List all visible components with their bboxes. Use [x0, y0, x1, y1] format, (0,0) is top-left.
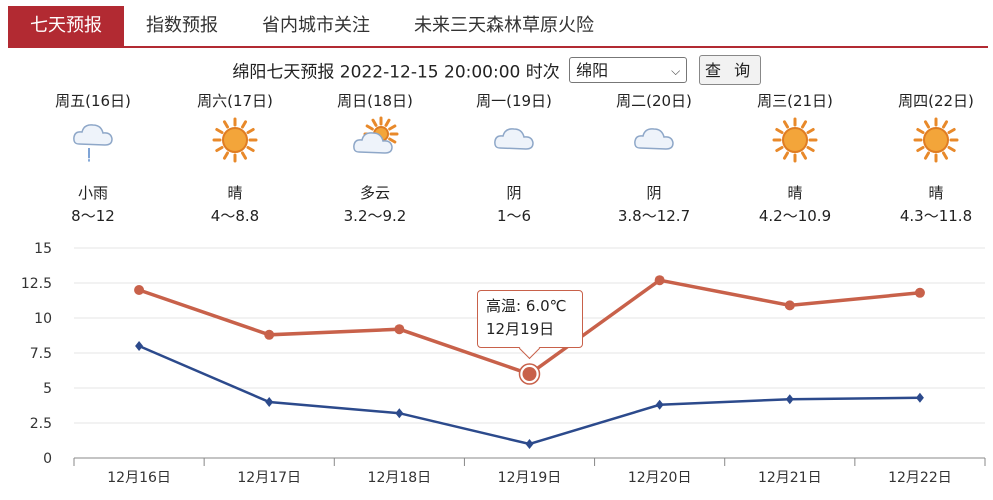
day-condition: 小雨 — [77, 184, 108, 202]
query-button[interactable]: 查 询 — [698, 55, 761, 85]
forecast-day: 周五(16日) 小雨 8～12 — [38, 90, 148, 226]
high-temp-point — [654, 275, 665, 286]
day-name: 周日(18日) — [337, 92, 413, 110]
day-name: 周三(21日) — [757, 92, 833, 110]
forecast-day: 周二(20日) 阴 3.8～12.7 — [599, 90, 709, 226]
day-condition: 晴 — [787, 184, 803, 202]
high-temp-point — [522, 367, 537, 381]
sun-icon — [180, 114, 290, 166]
day-temp-range: 4.3～11.8 — [899, 207, 973, 225]
high-temp-point — [784, 300, 795, 311]
day-name: 周一(19日) — [476, 92, 552, 110]
city-select-value: 绵阳 — [576, 61, 609, 80]
tab-bar: 七天预报 指数预报 省内城市关注 未来三天森林草原火险 — [8, 6, 988, 48]
y-tick-label: 15 — [34, 241, 52, 257]
sun-icon — [881, 114, 991, 166]
day-temp-range: 4～8.8 — [210, 207, 260, 225]
light-rain-icon — [38, 114, 148, 166]
day-temp-range: 1～6 — [496, 207, 532, 225]
x-tick-label: 12月19日 — [498, 470, 562, 486]
day-condition: 阴 — [646, 184, 662, 202]
forecast-day: 周日(18日) 多云 3.2～9.2 — [320, 90, 430, 226]
day-temp-range: 3.8～12.7 — [617, 207, 691, 225]
low-temp-line — [138, 344, 920, 446]
tab-index-forecast[interactable]: 指数预报 — [146, 15, 218, 36]
high-temp-point — [914, 287, 925, 298]
x-tick-label: 12月20日 — [628, 470, 692, 486]
forecast-day: 周三(21日) 晴 4.2～10.9 — [740, 90, 850, 226]
x-tick-label: 12月18日 — [368, 470, 432, 486]
cloud-icon — [459, 114, 569, 166]
low-temp-point — [265, 397, 274, 407]
tab-fire-risk[interactable]: 未来三天森林草原火险 — [414, 15, 594, 36]
forecast-title: 绵阳七天预报 2022-12-15 20:00:00 时次 — [232, 62, 560, 83]
y-tick-label: 0 — [43, 451, 52, 467]
x-tick-label: 12月16日 — [107, 470, 171, 486]
day-condition: 晴 — [928, 184, 944, 202]
day-temp-range: 3.2～9.2 — [343, 207, 407, 225]
tooltip-value: 高温: 6.0℃ — [486, 297, 567, 315]
forecast-day: 周六(17日) 晴 4～8.8 — [180, 90, 290, 226]
high-temp-point — [264, 329, 275, 340]
forecast-day: 周一(19日) 阴 1～6 — [459, 90, 569, 226]
y-tick-label: 2.5 — [30, 416, 52, 432]
cloud-icon — [599, 114, 709, 166]
day-name: 周二(20日) — [616, 92, 692, 110]
y-tick-label: 10 — [34, 311, 52, 327]
day-condition: 晴 — [227, 184, 243, 202]
y-tick-label: 7.5 — [30, 346, 52, 362]
y-tick-label: 12.5 — [21, 276, 52, 292]
day-name: 周六(17日) — [197, 92, 273, 110]
day-condition: 阴 — [506, 184, 522, 202]
high-temp-point — [394, 324, 405, 335]
day-condition: 多云 — [359, 184, 390, 202]
low-temp-point — [525, 439, 534, 449]
y-tick-label: 5 — [43, 381, 52, 397]
partly-cloudy-icon — [320, 114, 430, 166]
high-temp-point — [134, 285, 145, 295]
day-name: 周五(16日) — [55, 92, 131, 110]
low-temp-point — [395, 408, 404, 419]
low-temp-point — [655, 399, 664, 410]
day-temp-range: 8～12 — [71, 207, 115, 225]
city-select[interactable]: 绵阳 ⌵ — [569, 57, 688, 83]
sun-icon — [740, 114, 850, 166]
tab-province-cities[interactable]: 省内城市关注 — [262, 15, 370, 36]
forecast-day: 周四(22日) 晴 4.3～11.8 — [881, 90, 991, 226]
x-tick-label: 12月21日 — [758, 470, 822, 486]
x-tick-label: 12月17日 — [237, 470, 301, 486]
low-temp-point — [915, 392, 924, 403]
forecast-toolbar: 绵阳七天预报 2022-12-15 20:00:00 时次 绵阳 ⌵ 查 询 — [0, 55, 993, 85]
seven-day-strip: 周五(16日) 小雨 8～12 周六(17日) 晴 4～8.8 周日(18日) … — [38, 90, 993, 230]
tab-seven-day-forecast[interactable]: 七天预报 — [8, 6, 124, 46]
temperature-chart: 0 2.5 5 7.5 10 12.5 15 12月16日 12月17日 12月18日 12月19日… — [21, 241, 986, 486]
low-temp-point — [785, 394, 794, 405]
chevron-down-icon: ⌵ — [671, 64, 681, 78]
chart-tooltip: 高温: 6.0℃ 12月19日 — [477, 290, 583, 348]
day-temp-range: 4.2～10.9 — [758, 207, 832, 225]
low-temp-point — [135, 341, 144, 351]
tooltip-date: 12月19日 — [486, 320, 555, 338]
x-tick-label: 12月22日 — [888, 470, 952, 486]
day-name: 周四(22日) — [898, 92, 974, 110]
